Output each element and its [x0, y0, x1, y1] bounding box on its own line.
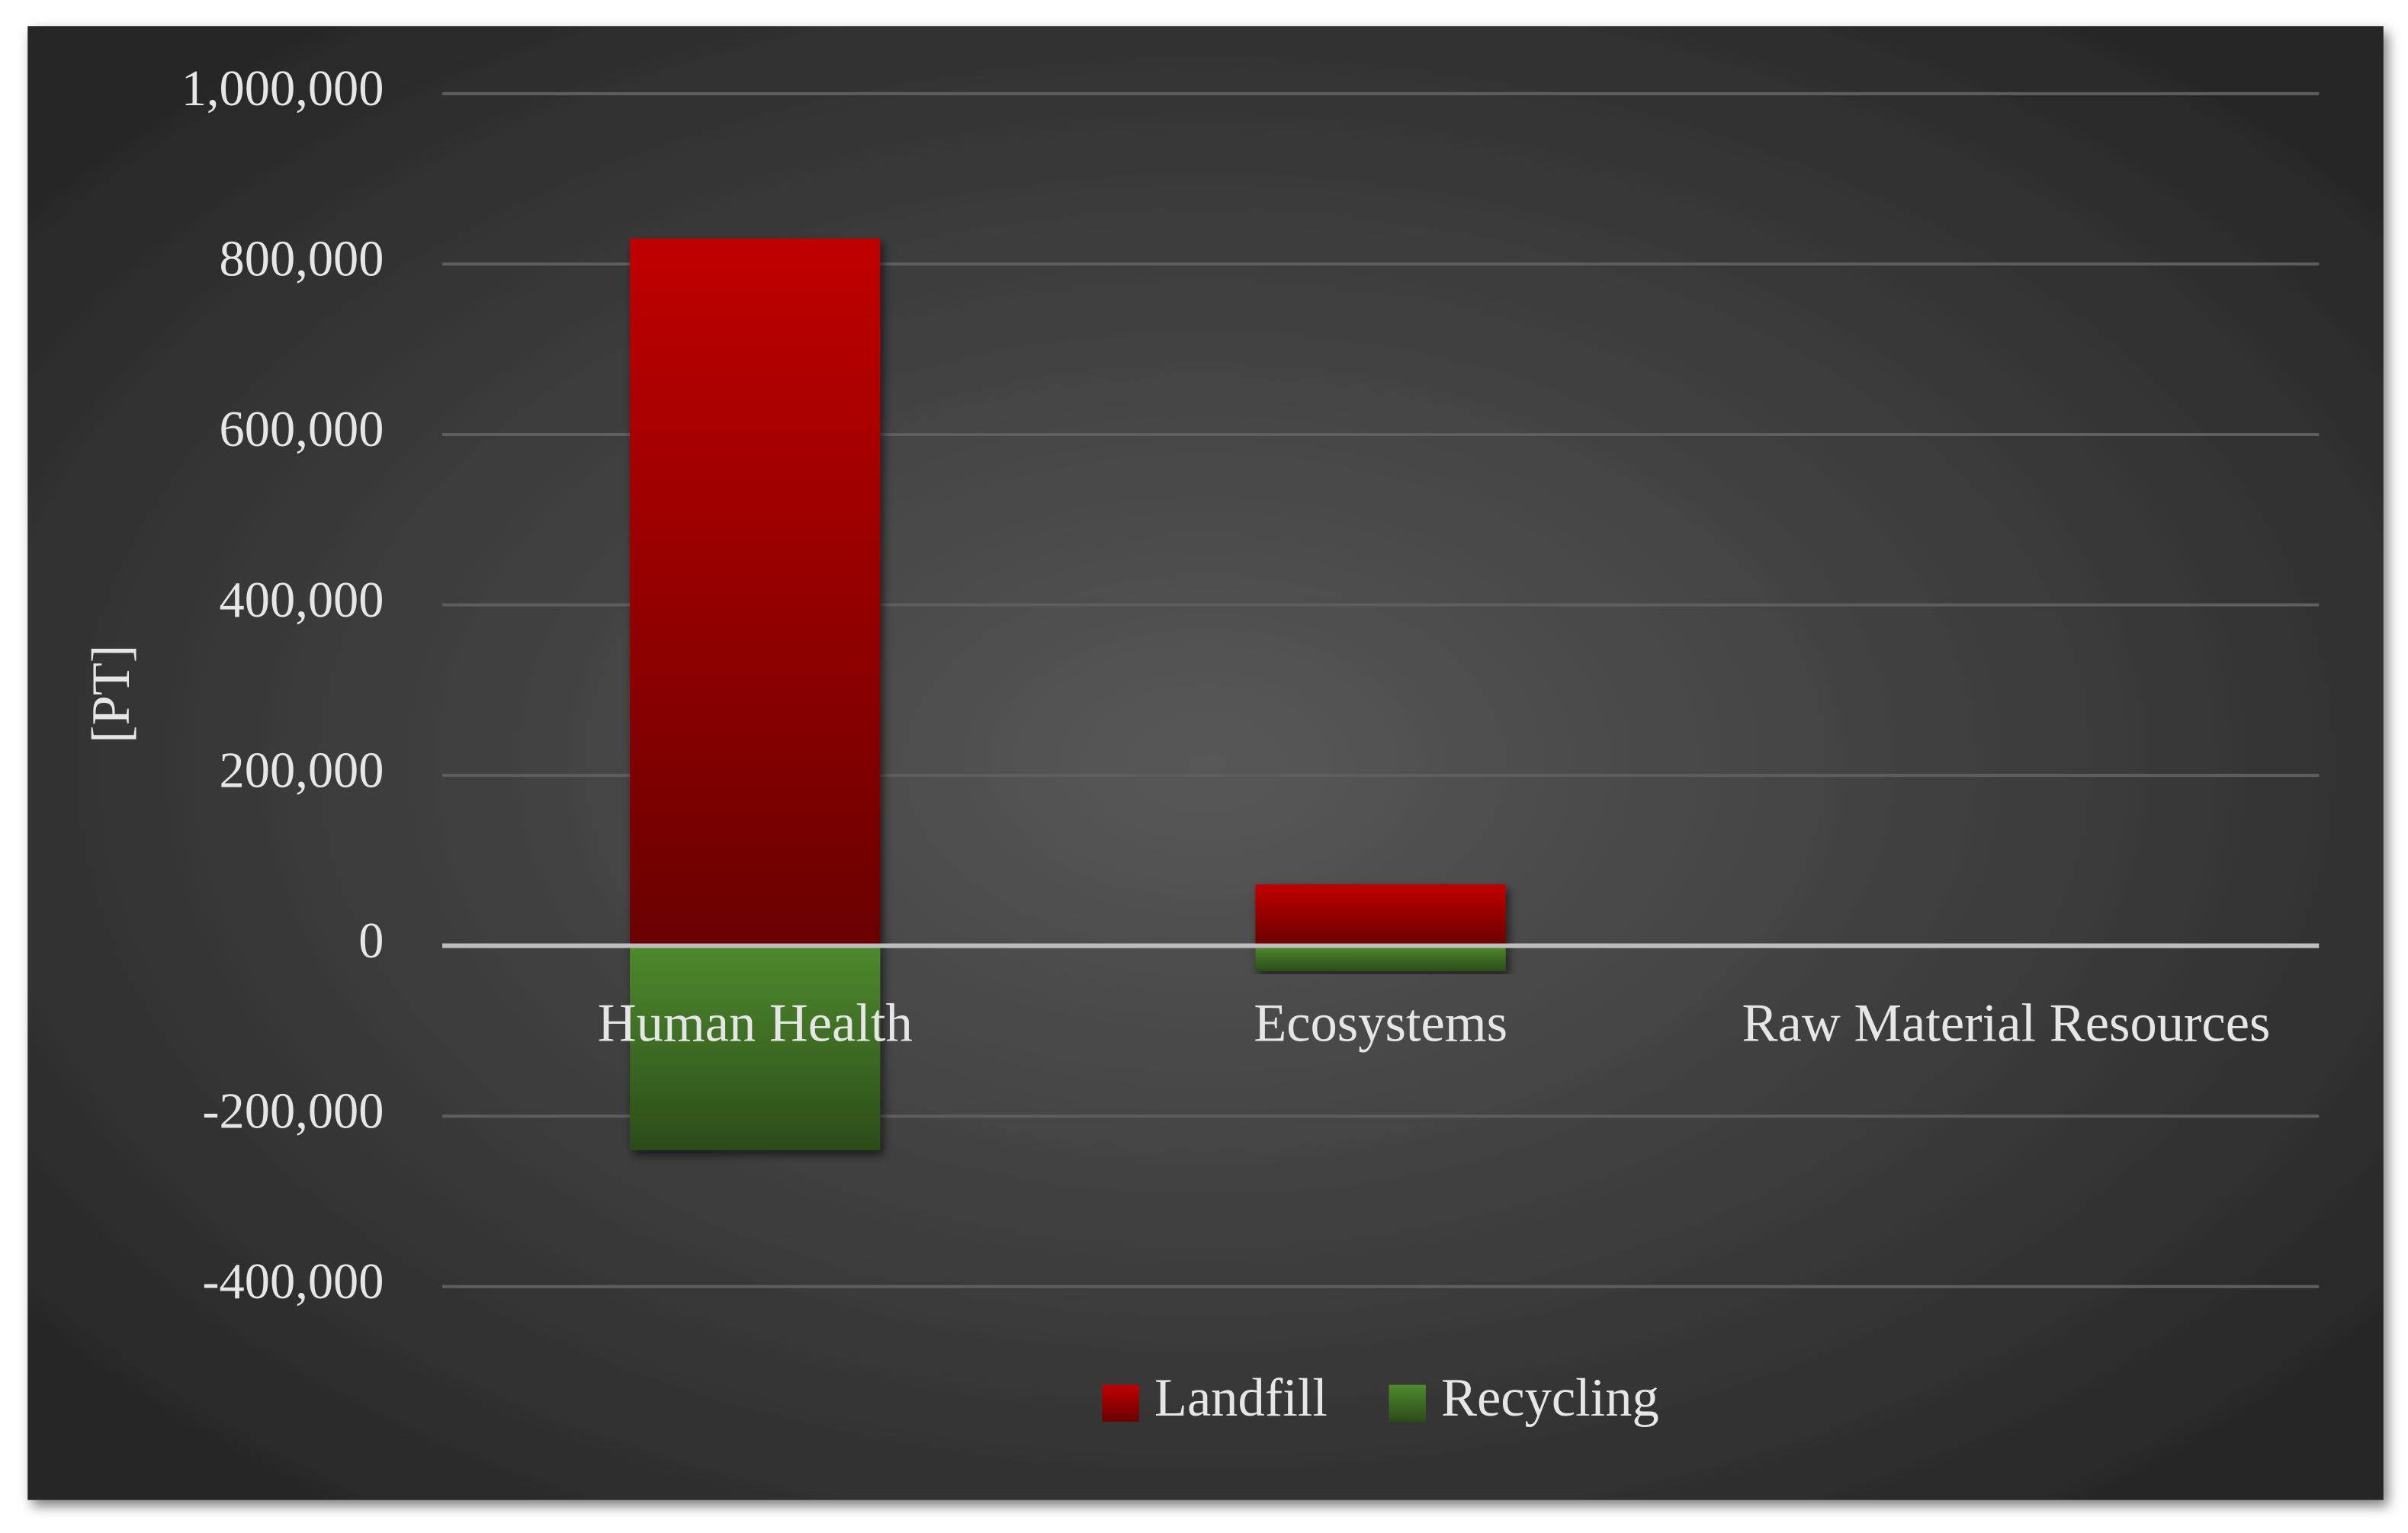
x-tick-label: Raw Material Resources [1742, 994, 2271, 1054]
bar [1255, 945, 1506, 972]
y-tick-label: -200,000 [202, 1083, 384, 1139]
y-tick-label: 400,000 [220, 572, 384, 628]
legend-label: Landfill [1154, 1368, 1328, 1428]
legend-swatch [1389, 1384, 1426, 1422]
y-tick-label: 1,000,000 [181, 61, 384, 117]
legend-swatch [1102, 1384, 1139, 1422]
x-tick-label: Ecosystems [1254, 994, 1507, 1054]
x-tick-label: Human Health [598, 994, 913, 1054]
legend-label: Recycling [1441, 1368, 1659, 1428]
y-tick-label: 800,000 [220, 232, 384, 287]
chart-background [27, 26, 2384, 1500]
legend: Landfill Recycling [1102, 1368, 1659, 1428]
bar [630, 238, 881, 946]
y-tick-label: -400,000 [202, 1254, 384, 1310]
bar [630, 945, 881, 1150]
y-tick-label: 200,000 [220, 742, 384, 798]
y-axis-label: [PT] [82, 645, 141, 743]
y-tick-label: 0 [358, 913, 384, 969]
y-tick-label: 600,000 [220, 402, 384, 457]
bar [1255, 884, 1506, 946]
